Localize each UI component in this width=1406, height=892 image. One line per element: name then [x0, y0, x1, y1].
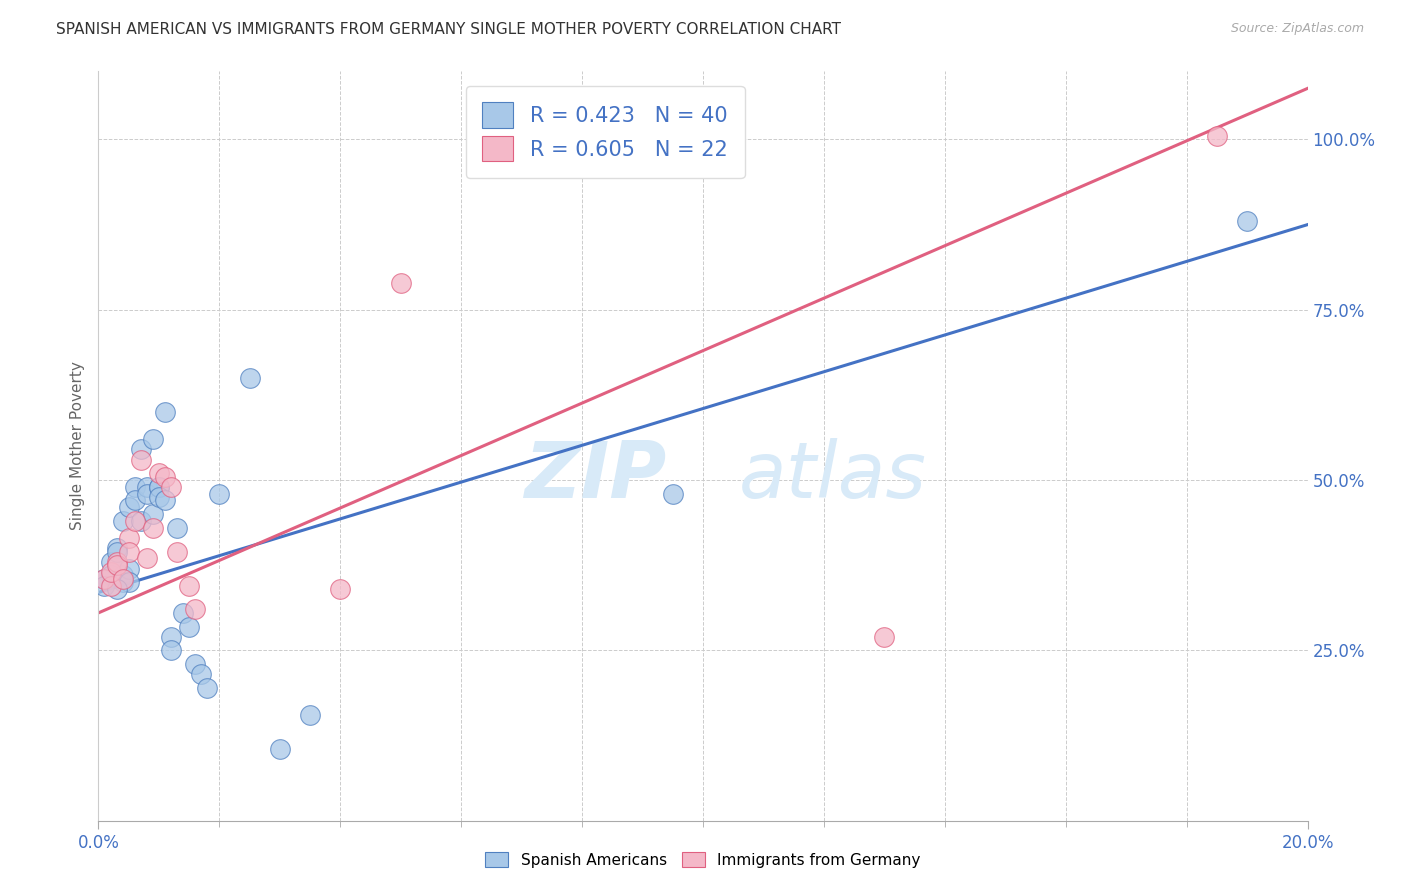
Point: [93, 572, 115, 586]
Point: [148, 467, 170, 481]
Point: [105, 541, 128, 556]
Point: [160, 480, 183, 494]
Point: [142, 507, 165, 521]
Text: ZIP: ZIP: [524, 438, 666, 514]
Point: [239, 371, 262, 385]
Point: [184, 602, 207, 616]
Point: [873, 630, 896, 644]
Point: [299, 708, 322, 723]
Point: [129, 514, 152, 528]
Point: [269, 742, 291, 756]
Point: [148, 480, 170, 494]
Point: [179, 619, 201, 633]
Point: [172, 606, 194, 620]
Point: [118, 575, 141, 590]
Text: SPANISH AMERICAN VS IMMIGRANTS FROM GERMANY SINGLE MOTHER POVERTY CORRELATION CH: SPANISH AMERICAN VS IMMIGRANTS FROM GERM…: [56, 22, 841, 37]
Point: [135, 486, 157, 500]
Point: [153, 405, 176, 419]
Y-axis label: Single Mother Poverty: Single Mother Poverty: [69, 361, 84, 531]
Point: [118, 544, 141, 558]
Point: [1206, 129, 1229, 144]
Point: [93, 572, 115, 586]
Point: [153, 469, 176, 483]
Point: [124, 493, 146, 508]
Point: [142, 432, 165, 446]
Point: [389, 276, 412, 290]
Point: [153, 493, 176, 508]
Point: [148, 480, 170, 494]
Point: [100, 565, 122, 579]
Point: [661, 486, 683, 500]
Point: [111, 514, 134, 528]
Legend: Spanish Americans, Immigrants from Germany: Spanish Americans, Immigrants from Germa…: [478, 844, 928, 875]
Point: [148, 490, 170, 504]
Point: [135, 480, 157, 494]
Point: [105, 555, 128, 569]
Point: [93, 579, 115, 593]
Point: [142, 521, 165, 535]
Point: [208, 486, 231, 500]
Point: [118, 500, 141, 515]
Point: [184, 657, 207, 671]
Point: [329, 582, 352, 596]
Point: [124, 480, 146, 494]
Point: [129, 452, 152, 467]
Point: [135, 551, 157, 566]
Point: [105, 558, 128, 573]
Point: [111, 572, 134, 586]
Point: [111, 575, 134, 590]
Point: [124, 514, 146, 528]
Point: [160, 630, 183, 644]
Text: Source: ZipAtlas.com: Source: ZipAtlas.com: [1230, 22, 1364, 36]
Point: [105, 582, 128, 596]
Legend: R = 0.423   N = 40, R = 0.605   N = 22: R = 0.423 N = 40, R = 0.605 N = 22: [465, 86, 745, 178]
Point: [195, 681, 218, 695]
Point: [118, 531, 141, 545]
Point: [179, 579, 201, 593]
Point: [105, 544, 128, 558]
Point: [118, 561, 141, 575]
Point: [190, 667, 212, 681]
Point: [111, 568, 134, 582]
Point: [100, 568, 122, 582]
Point: [129, 442, 152, 457]
Text: atlas: atlas: [740, 438, 927, 514]
Point: [1236, 214, 1258, 228]
Point: [166, 521, 188, 535]
Point: [160, 643, 183, 657]
Point: [100, 555, 122, 569]
Point: [100, 579, 122, 593]
Point: [166, 544, 188, 558]
